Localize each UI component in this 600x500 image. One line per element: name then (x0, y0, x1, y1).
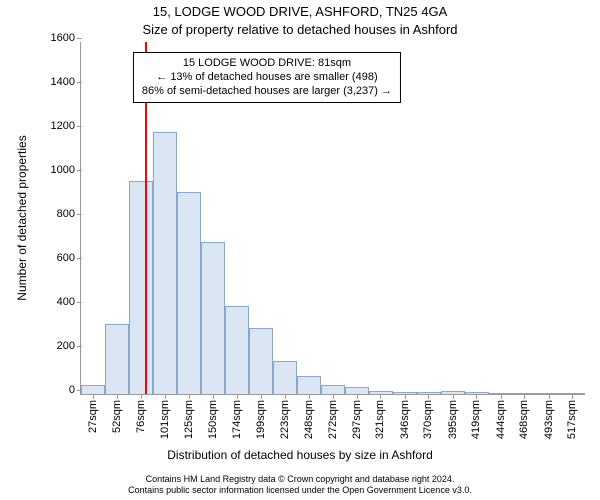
x-tick-mark (524, 394, 525, 399)
x-tick: 199sqm (255, 400, 267, 439)
x-tick: 321sqm (374, 400, 386, 439)
histogram-bar (177, 192, 201, 394)
histogram-bar (489, 393, 513, 394)
x-tick-mark (141, 394, 142, 399)
x-tick: 27sqm (87, 400, 99, 433)
annotation-line3: 86% of semi-detached houses are larger (… (142, 85, 392, 99)
chart-container: 15, LODGE WOOD DRIVE, ASHFORD, TN25 4GA … (0, 0, 600, 500)
histogram-bar (81, 385, 105, 394)
x-tick-mark (380, 394, 381, 399)
x-tick: 517sqm (566, 400, 578, 439)
x-axis-label: Distribution of detached houses by size … (0, 448, 600, 462)
histogram-bar (273, 361, 297, 394)
x-tick-mark (405, 394, 406, 399)
attribution-line2: Contains public sector information licen… (0, 485, 600, 496)
x-tick: 297sqm (351, 400, 363, 439)
histogram-bar (513, 393, 537, 394)
x-tick-mark (309, 394, 310, 399)
x-tick-mark (285, 394, 286, 399)
histogram-bar (417, 392, 441, 394)
y-axis-label: Number of detached properties (15, 135, 29, 300)
y-tick: 1200 (51, 120, 81, 132)
x-tick: 395sqm (447, 400, 459, 439)
x-tick: 419sqm (470, 400, 482, 439)
histogram-bar (105, 324, 129, 394)
histogram-bar (249, 328, 273, 394)
x-tick-mark (237, 394, 238, 399)
histogram-bar (321, 385, 345, 394)
histogram-bar (465, 392, 489, 394)
x-tick-mark (261, 394, 262, 399)
plot-area: 0200400600800100012001400160027sqm52sqm7… (80, 42, 585, 395)
x-tick: 223sqm (279, 400, 291, 439)
x-tick: 370sqm (422, 400, 434, 439)
x-tick: 76sqm (135, 400, 147, 433)
histogram-bar (369, 391, 393, 394)
y-tick: 1000 (51, 164, 81, 176)
x-tick: 493sqm (543, 400, 555, 439)
chart-title-line2: Size of property relative to detached ho… (0, 22, 600, 37)
chart-title-line1: 15, LODGE WOOD DRIVE, ASHFORD, TN25 4GA (0, 4, 600, 19)
annotation-box: 15 LODGE WOOD DRIVE: 81sqm ← 13% of deta… (133, 52, 401, 103)
x-tick: 101sqm (159, 400, 171, 439)
histogram-bar (393, 392, 417, 394)
y-tick: 1600 (51, 32, 81, 44)
x-tick-mark (165, 394, 166, 399)
annotation-line2: ← 13% of detached houses are smaller (49… (142, 71, 392, 85)
histogram-bar (345, 387, 369, 394)
x-tick-mark (357, 394, 358, 399)
attribution-text: Contains HM Land Registry data © Crown c… (0, 474, 600, 496)
y-tick: 1400 (51, 76, 81, 88)
x-tick: 444sqm (495, 400, 507, 439)
y-tick: 400 (57, 296, 81, 308)
x-tick-mark (333, 394, 334, 399)
histogram-bar (201, 242, 225, 394)
x-tick: 125sqm (183, 400, 195, 439)
x-tick: 52sqm (111, 400, 123, 433)
x-tick: 272sqm (327, 400, 339, 439)
histogram-bar (537, 393, 561, 394)
annotation-line1: 15 LODGE WOOD DRIVE: 81sqm (142, 57, 392, 71)
histogram-bar (561, 393, 585, 394)
y-tick: 0 (69, 384, 81, 396)
y-tick: 200 (57, 340, 81, 352)
y-tick: 800 (57, 208, 81, 220)
attribution-line1: Contains HM Land Registry data © Crown c… (0, 474, 600, 485)
histogram-bar (153, 132, 177, 394)
histogram-bar (441, 391, 465, 394)
x-tick: 150sqm (207, 400, 219, 439)
histogram-bar (129, 181, 153, 394)
x-tick-mark (453, 394, 454, 399)
x-tick-mark (572, 394, 573, 399)
x-tick-mark (501, 394, 502, 399)
x-tick-mark (213, 394, 214, 399)
x-tick-mark (93, 394, 94, 399)
x-tick: 174sqm (231, 400, 243, 439)
x-tick-mark (476, 394, 477, 399)
x-tick: 468sqm (518, 400, 530, 439)
y-tick: 600 (57, 252, 81, 264)
x-tick-mark (428, 394, 429, 399)
x-tick-mark (549, 394, 550, 399)
histogram-bar (225, 306, 249, 394)
histogram-bar (297, 376, 321, 394)
x-tick: 248sqm (303, 400, 315, 439)
x-tick: 346sqm (399, 400, 411, 439)
x-tick-mark (189, 394, 190, 399)
x-tick-mark (117, 394, 118, 399)
